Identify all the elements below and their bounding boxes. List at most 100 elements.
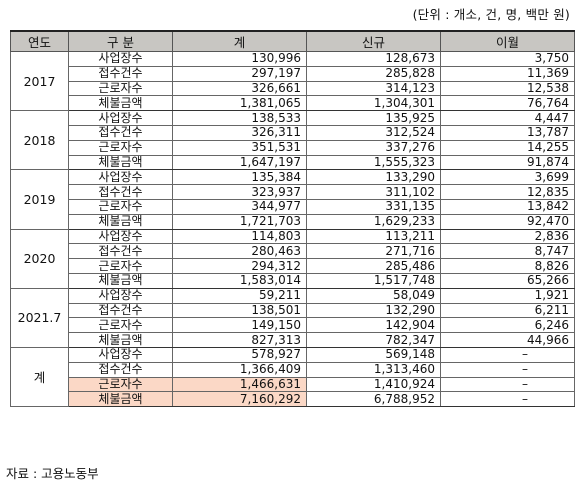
transfer-cell: 76,764 <box>440 95 575 112</box>
transfer-cell: 14,255 <box>440 139 575 156</box>
category-cell: 근로자수 <box>68 258 173 274</box>
transfer-cell: 6,211 <box>440 302 575 319</box>
total-cell: 280,463 <box>172 243 307 260</box>
category-cell: 접수건수 <box>68 361 173 378</box>
table-row: 접수건수 326,311 312,524 13,787 <box>11 124 575 141</box>
total-cell: 326,661 <box>172 80 307 97</box>
category-cell: 사업장수 <box>68 110 173 126</box>
new-cell: 135,925 <box>306 110 441 126</box>
new-cell: 1,555,323 <box>306 154 441 171</box>
new-cell: 285,486 <box>306 258 441 274</box>
category-cell: 체불금액 <box>68 213 173 230</box>
unit-note: (단위 : 개소, 건, 명, 백만 원) <box>412 7 570 22</box>
new-cell: 314,123 <box>306 80 441 97</box>
category-cell: 사업장수 <box>68 169 173 186</box>
new-cell: 132,290 <box>306 302 441 319</box>
category-cell: 근로자수 <box>68 80 173 97</box>
transfer-cell: 8,826 <box>440 258 575 274</box>
table-row: 근로자수 326,661 314,123 12,538 <box>11 80 575 97</box>
table-row: 2019 사업장수 135,384 133,290 3,699 <box>10 169 575 230</box>
table-row: 2018 사업장수 138,533 135,925 4,447 <box>10 110 575 171</box>
year-cell: 2017 <box>10 50 69 112</box>
transfer-cell: 13,842 <box>440 198 575 215</box>
new-cell: 271,716 <box>306 243 441 260</box>
table-body: 2017 사업장수 130,996 128,673 3,750 접수건수 297,197 28… <box>10 50 575 408</box>
new-cell: 1,304,301 <box>306 95 441 112</box>
table-row: 2017 사업장수 130,996 128,673 3,750 <box>10 50 575 112</box>
year-cell: 2019 <box>10 169 69 230</box>
transfer-cell: 3,750 <box>440 51 575 67</box>
category-cell: 근로자수 <box>68 139 173 156</box>
table-row: 근로자수 1,466,631 1,410,924– <box>11 376 575 393</box>
category-cell: 접수건수 <box>68 243 173 260</box>
table-row: 근로자수 294,312 285,486 8,826 <box>11 258 575 274</box>
table-row: 2021.7 사업장수 59,211 58,049 1,921 <box>10 287 575 348</box>
total-cell: 138,533 <box>172 110 307 126</box>
total-cell: 323,937 <box>172 184 307 200</box>
total-cell: 1,583,014 <box>172 272 307 289</box>
category-cell: 사업장수 <box>68 51 173 67</box>
transfer-cell: 92,470 <box>440 213 575 230</box>
transfer-cell: 4,447 <box>440 110 575 126</box>
total-cell: 59,211 <box>172 287 307 304</box>
new-cell: 1,629,233 <box>306 213 441 230</box>
category-cell: 접수건수 <box>68 65 173 82</box>
transfer-cell: 2,836 <box>440 228 575 245</box>
header-transfer: 이월 <box>440 30 575 52</box>
category-cell: 접수건수 <box>68 124 173 141</box>
table-row: 2020 사업장수 114,803 113,211 2,836 <box>10 228 575 289</box>
table-row: 접수건수 138,501 132,290 6,211 <box>11 302 575 319</box>
source-note: 자료 : 고용노동부 <box>6 466 99 481</box>
category-cell: 체불금액 <box>68 272 173 289</box>
table-row: 체불금액 1,583,014 1,517,748 65,266 <box>11 272 575 289</box>
transfer-cell: – <box>440 391 575 408</box>
table-row: 근로자수 344,977 331,135 13,842 <box>11 198 575 215</box>
total-cell: 135,384 <box>172 169 307 186</box>
total-cell: 326,311 <box>172 124 307 141</box>
total-cell: 114,803 <box>172 228 307 245</box>
year-cell: 2021.7 <box>10 287 69 348</box>
new-cell: 311,102 <box>306 184 441 200</box>
total-cell: 138,501 <box>172 302 307 319</box>
transfer-cell: – <box>440 346 575 363</box>
total-cell: 351,531 <box>172 139 307 156</box>
category-cell: 접수건수 <box>68 184 173 200</box>
new-cell: 331,135 <box>306 198 441 215</box>
transfer-cell: 1,921 <box>440 287 575 304</box>
total-cell: 578,927 <box>172 346 307 363</box>
transfer-cell: 44,966 <box>440 332 575 348</box>
header-total: 계 <box>172 30 307 52</box>
year-cell: 2020 <box>10 228 69 289</box>
total-cell: 827,313 <box>172 332 307 348</box>
transfer-cell: 6,246 <box>440 317 575 334</box>
table-row: 체불금액 1,647,197 1,555,323 91,874 <box>11 154 575 171</box>
new-cell: 337,276 <box>306 139 441 156</box>
category-cell: 근로자수 <box>68 376 173 393</box>
category-cell: 체불금액 <box>68 154 173 171</box>
transfer-cell: 65,266 <box>440 272 575 289</box>
transfer-cell: 91,874 <box>440 154 575 171</box>
total-cell: 149,150 <box>172 317 307 334</box>
new-cell: 6,788,952 <box>306 391 441 408</box>
total-cell: 1,721,703 <box>172 213 307 230</box>
transfer-cell: 11,369 <box>440 65 575 82</box>
transfer-cell: – <box>440 361 575 378</box>
table-row: 계 사업장수 578,927 569,148– <box>10 346 575 408</box>
transfer-cell: – <box>440 376 575 393</box>
header-category: 구 분 <box>68 30 173 52</box>
new-cell: 133,290 <box>306 169 441 186</box>
total-cell: 130,996 <box>172 51 307 67</box>
new-cell: 128,673 <box>306 51 441 67</box>
total-cell: 1,381,065 <box>172 95 307 112</box>
new-cell: 569,148 <box>306 346 441 363</box>
table-row: 접수건수 323,937 311,102 12,835 <box>11 184 575 200</box>
category-cell: 체불금액 <box>68 332 173 348</box>
total-cell: 1,366,409 <box>172 361 307 378</box>
total-cell: 7,160,292 <box>172 391 307 408</box>
table-row: 접수건수 297,197 285,828 11,369 <box>11 65 575 82</box>
table-row: 접수건수 280,463 271,716 8,747 <box>11 243 575 260</box>
new-cell: 113,211 <box>306 228 441 245</box>
year-cell: 2018 <box>10 110 69 171</box>
transfer-cell: 13,787 <box>440 124 575 141</box>
transfer-cell: 12,835 <box>440 184 575 200</box>
